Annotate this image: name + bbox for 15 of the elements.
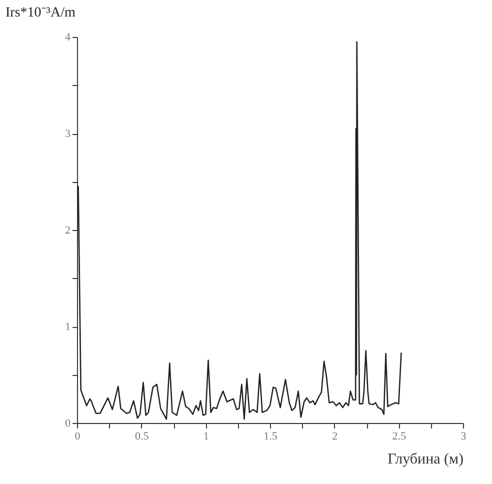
y-tick-label: 3 [65,128,71,140]
x-tick-label: 1.5 [264,430,278,442]
y-tick-label: 4 [65,32,71,44]
x-tick-label: 0 [74,430,81,442]
y-tick-label: 2 [65,224,70,236]
x-tick-label: 3 [460,430,467,442]
x-tick-label: 2 [332,430,338,442]
x-axis-title: Глубина (м) [388,452,464,468]
x-tick-label: 1 [203,430,209,442]
x-tick-label: 0.5 [134,430,150,442]
y-axis-title: Irs*10⁻³A/m [6,6,76,20]
y-tick-label: 1 [65,321,70,333]
y-tick-label: 0 [65,418,71,430]
line-series [77,41,402,420]
x-tick-label: 2.5 [392,430,407,442]
